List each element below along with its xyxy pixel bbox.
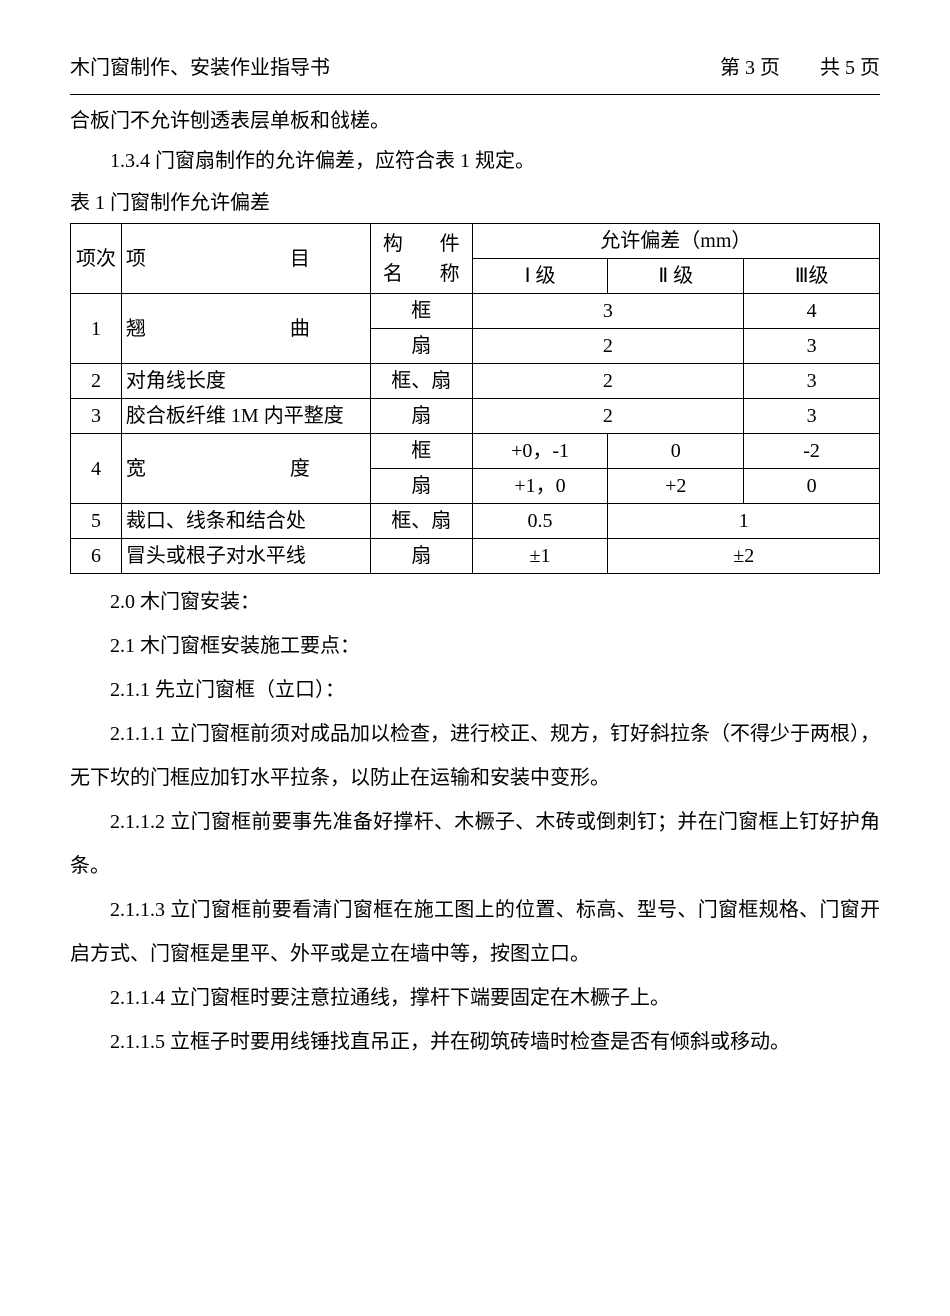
col-header-item: 项 目	[121, 224, 370, 294]
cell-val: 3	[744, 364, 880, 399]
cell-val: ±2	[608, 539, 880, 574]
cell-val: 3	[744, 329, 880, 364]
cell-val: +0，-1	[472, 434, 608, 469]
para: 2.1.1.5 立框子时要用线锤找直吊正，并在砌筑砖墙时检查是否有倾斜或移动。	[70, 1020, 880, 1064]
deviation-table: 项次 项 目 构 件名 称 允许偏差（mm） Ⅰ 级 Ⅱ 级 Ⅲ级 1 翘 曲 …	[70, 223, 880, 574]
table-row: 5 裁口、线条和结合处 框、扇 0.5 1	[71, 504, 880, 539]
cell-val: +2	[608, 469, 744, 504]
cell-val: 0	[608, 434, 744, 469]
cell-val: 1	[608, 504, 880, 539]
cell-comp: 扇	[370, 539, 472, 574]
table-title: 表 1 门窗制作允许偏差	[70, 185, 880, 221]
table-row: 3 胶合板纤维 1M 内平整度 扇 2 3	[71, 399, 880, 434]
cell-comp: 框	[370, 434, 472, 469]
page-header: 木门窗制作、安装作业指导书 第 3 页 共 5 页	[70, 50, 880, 86]
cell-item: 对角线长度	[121, 364, 370, 399]
para: 2.0 木门窗安装：	[70, 580, 880, 624]
cell-val: 0.5	[472, 504, 608, 539]
cell-comp: 框、扇	[370, 364, 472, 399]
cell-comp: 扇	[370, 399, 472, 434]
cell-num: 4	[71, 434, 122, 504]
cell-item: 冒头或根子对水平线	[121, 539, 370, 574]
col-header-allow: 允许偏差（mm）	[472, 224, 879, 259]
cell-val: 2	[472, 364, 744, 399]
table-row: 1 翘 曲 框 3 4	[71, 294, 880, 329]
cell-val: ±1	[472, 539, 608, 574]
para: 2.1.1.1 立门窗框前须对成品加以检查，进行校正、规方，钉好斜拉条（不得少于…	[70, 712, 880, 800]
para: 2.1.1.4 立门窗框时要注意拉通线，撑杆下端要固定在木橛子上。	[70, 976, 880, 1020]
col-header-lv1: Ⅰ 级	[472, 259, 608, 294]
cell-val: -2	[744, 434, 880, 469]
cell-num: 5	[71, 504, 122, 539]
cell-item: 胶合板纤维 1M 内平整度	[121, 399, 370, 434]
cell-val: 4	[744, 294, 880, 329]
cell-num: 3	[71, 399, 122, 434]
page-number: 第 3 页 共 5 页	[720, 50, 880, 86]
cell-val: 3	[744, 399, 880, 434]
main-content: 合板门不允许刨透表层单板和戗槎。 1.3.4 门窗扇制作的允许偏差，应符合表 1…	[70, 94, 880, 1064]
intro-line1: 合板门不允许刨透表层单板和戗槎。	[70, 101, 880, 141]
cell-num: 6	[71, 539, 122, 574]
body-text: 2.0 木门窗安装： 2.1 木门窗框安装施工要点： 2.1.1 先立门窗框（立…	[70, 580, 880, 1064]
cell-val: 0	[744, 469, 880, 504]
cell-comp: 框	[370, 294, 472, 329]
cell-comp: 扇	[370, 469, 472, 504]
intro-line2: 1.3.4 门窗扇制作的允许偏差，应符合表 1 规定。	[70, 141, 880, 181]
table-header-row: 项次 项 目 构 件名 称 允许偏差（mm）	[71, 224, 880, 259]
para: 2.1 木门窗框安装施工要点：	[70, 624, 880, 668]
para: 2.1.1 先立门窗框（立口）：	[70, 668, 880, 712]
table-row: 2 对角线长度 框、扇 2 3	[71, 364, 880, 399]
col-header-num: 项次	[71, 224, 122, 294]
cell-val: 3	[472, 294, 744, 329]
doc-title: 木门窗制作、安装作业指导书	[70, 50, 330, 86]
table-row: 4 宽 度 框 +0，-1 0 -2	[71, 434, 880, 469]
cell-comp: 框、扇	[370, 504, 472, 539]
cell-item: 翘 曲	[121, 294, 370, 364]
cell-comp: 扇	[370, 329, 472, 364]
para: 2.1.1.3 立门窗框前要看清门窗框在施工图上的位置、标高、型号、门窗框规格、…	[70, 888, 880, 976]
para: 2.1.1.2 立门窗框前要事先准备好撑杆、木橛子、木砖或倒刺钉；并在门窗框上钉…	[70, 800, 880, 888]
table-row: 6 冒头或根子对水平线 扇 ±1 ±2	[71, 539, 880, 574]
cell-num: 2	[71, 364, 122, 399]
col-header-lv2: Ⅱ 级	[608, 259, 744, 294]
cell-val: 2	[472, 399, 744, 434]
col-header-lv3: Ⅲ级	[744, 259, 880, 294]
cell-item: 裁口、线条和结合处	[121, 504, 370, 539]
col-header-comp: 构 件名 称	[370, 224, 472, 294]
cell-val: +1，0	[472, 469, 608, 504]
cell-item: 宽 度	[121, 434, 370, 504]
cell-val: 2	[472, 329, 744, 364]
cell-num: 1	[71, 294, 122, 364]
